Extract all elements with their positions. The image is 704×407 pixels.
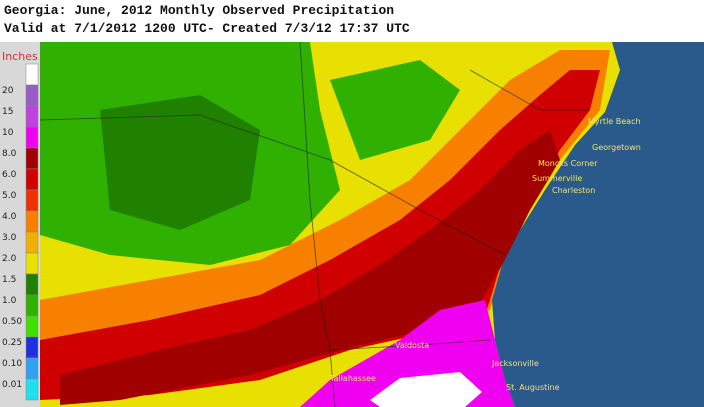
legend-label: 15 [2,107,13,117]
legend-swatch [25,147,39,170]
legend-label: 1.5 [2,275,16,285]
green-area [330,60,460,160]
legend-swatch [25,231,39,254]
header-band [0,0,704,42]
legend-swatch [25,273,39,296]
dark-red-band [60,130,560,405]
legend-swatch [25,252,39,275]
dark-green-area [100,95,260,230]
legend-swatch [25,126,39,149]
ocean [492,42,704,407]
city-label: Tallahassee [329,374,376,383]
city-label: St. Augustine [506,383,560,392]
legend-label: 3.0 [2,233,17,243]
legend-label: 5.0 [2,191,17,201]
legend-label: 0.25 [2,338,22,348]
legend-swatch [25,63,39,86]
legend-label: 0.10 [2,359,22,369]
legend-swatch [25,315,39,338]
legend: Inches 20 15 10 8.0 6.0 5.0 4.0 3.0 2.0 1.5 1.0 0.5… [0,42,40,407]
city-labels: Myrtle Beach Georgetown Moncks Corner Su… [329,117,641,392]
borders [39,41,590,407]
legend-swatch [25,378,39,401]
legend-label: 8.0 [2,149,17,159]
legend-label: 20 [2,86,14,96]
state-border [299,41,336,407]
legend-swatch [25,357,39,380]
legend-swatch [25,84,39,107]
legend-swatch [25,336,39,359]
city-label: Summerville [532,174,582,183]
state-border [329,339,491,351]
legend-label: 0.01 [2,380,22,390]
legend-label: 10 [2,128,14,138]
map: Myrtle Beach Georgetown Moncks Corner Su… [39,41,704,407]
city-label: Georgetown [592,143,641,152]
legend-swatch [25,105,39,128]
legend-swatch [25,168,39,191]
city-label: Valdosta [395,341,429,350]
state-border [39,114,506,256]
title: Georgia: June, 2012 Monthly Observed Pre… [4,3,394,18]
legend-title: Inches [2,50,38,63]
white-area [370,372,482,407]
state-border [469,69,590,111]
legend-label: 4.0 [2,212,17,222]
legend-label: 2.0 [2,254,17,264]
legend-swatch [25,210,39,233]
legend-label: 0.50 [2,317,22,327]
legend-label: 6.0 [2,170,17,180]
legend-swatch [25,294,39,317]
city-label: Myrtle Beach [588,117,641,126]
city-label: Jacksonville [491,359,539,368]
subtitle: Valid at 7/1/2012 1200 UTC- Created 7/3/… [4,21,410,36]
city-label: Charleston [552,186,595,195]
legend-label: 1.0 [2,296,17,306]
city-label: Moncks Corner [538,159,598,168]
legend-swatch [25,189,39,212]
